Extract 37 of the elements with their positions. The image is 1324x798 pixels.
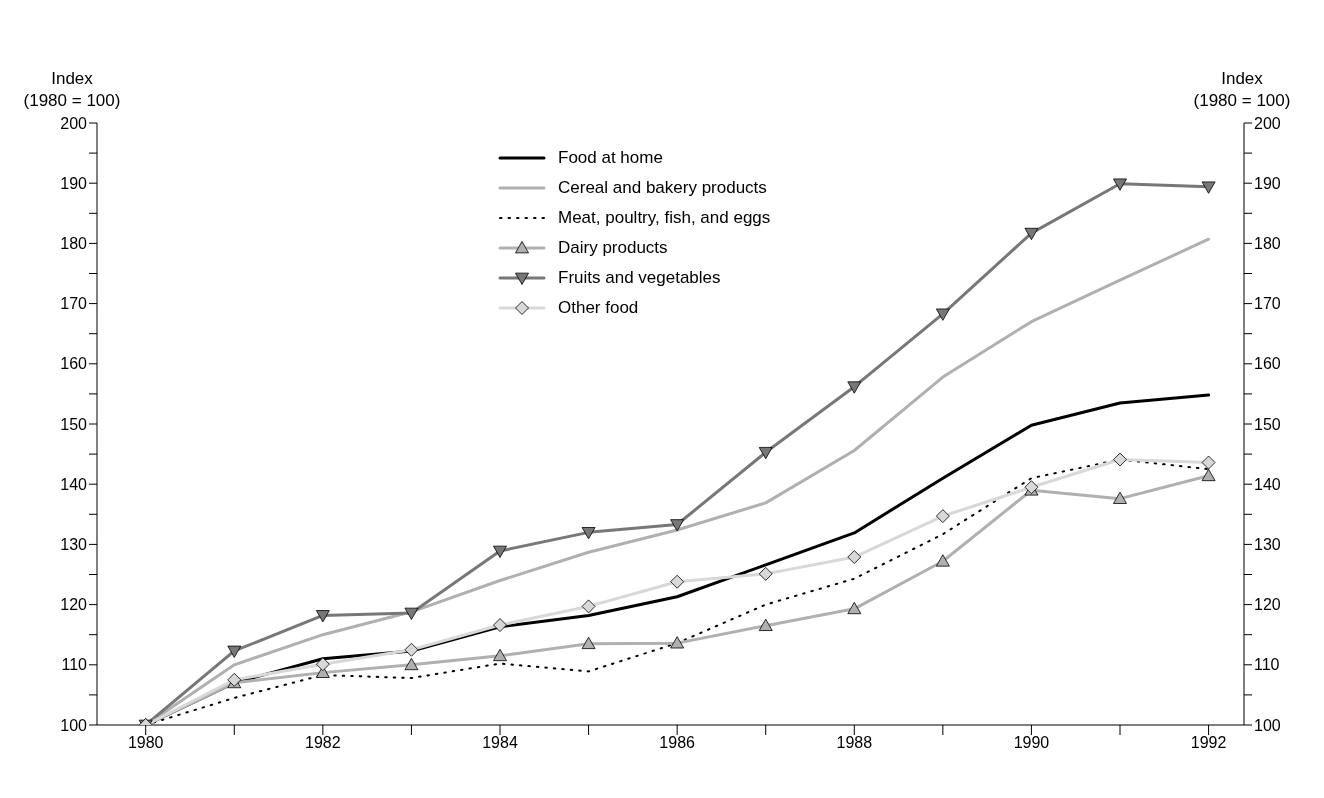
- y-tick-label: 120: [60, 596, 88, 614]
- y2-tick-label: 110: [1254, 656, 1280, 674]
- legend-label: Meat, poultry, fish, and eggs: [558, 208, 771, 228]
- legend-label: Other food: [558, 298, 639, 318]
- y2-tick-label: 100: [1254, 716, 1281, 734]
- legend-label: Dairy products: [558, 238, 668, 258]
- y-tick-label: 150: [60, 415, 88, 433]
- y-axis-title: Index (1980 = 100): [22, 68, 122, 112]
- y-tick-label: 160: [60, 355, 88, 373]
- y2-tick-label: 170: [1254, 295, 1281, 313]
- y2-tick-label: 120: [1254, 596, 1281, 614]
- y2-tick-label: 180: [1254, 235, 1281, 253]
- y2-axis-title: Index (1980 = 100): [1192, 68, 1292, 112]
- x-tick-label: 1990: [1013, 734, 1050, 752]
- x-tick-label: 1982: [305, 734, 341, 752]
- y2-tick-label: 190: [1254, 174, 1281, 192]
- x-tick-label: 1992: [1190, 734, 1227, 752]
- y-tick-label: 110: [61, 656, 88, 674]
- legend-label: Cereal and bakery products: [558, 178, 767, 198]
- y2-tick-label: 200: [1254, 114, 1281, 132]
- x-tick-label: 1988: [836, 734, 873, 752]
- y-tick-label: 200: [60, 114, 88, 132]
- y-tick-label: 130: [60, 536, 88, 554]
- y2-tick-label: 160: [1254, 355, 1281, 373]
- legend-label: Fruits and vegetables: [558, 268, 721, 288]
- y-tick-label: 180: [60, 235, 88, 253]
- y2-tick-label: 140: [1254, 475, 1281, 493]
- y2-tick-label: 150: [1254, 415, 1281, 433]
- y2-tick-label: 130: [1254, 536, 1281, 554]
- x-tick-label: 1980: [127, 734, 164, 752]
- legend-label: Food at home: [558, 148, 663, 168]
- y-tick-label: 170: [60, 295, 88, 313]
- y-tick-label: 140: [60, 475, 88, 493]
- x-tick-label: 1984: [482, 734, 518, 752]
- y-tick-label: 100: [60, 716, 88, 734]
- y-tick-label: 190: [60, 174, 88, 192]
- x-tick-label: 1986: [659, 734, 696, 752]
